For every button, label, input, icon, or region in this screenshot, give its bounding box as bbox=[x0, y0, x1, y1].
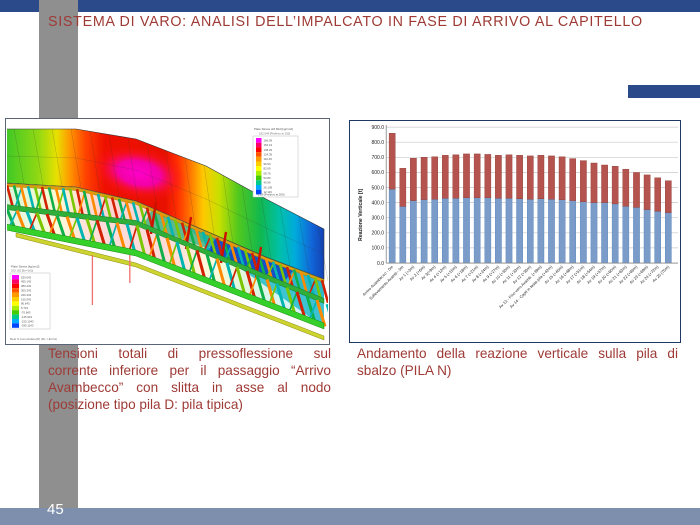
svg-text:26.109: 26.109 bbox=[264, 185, 273, 189]
svg-text:Plate Stress [kg/cm2]: Plate Stress [kg/cm2] bbox=[11, 265, 40, 269]
svg-text:380.243: 380.243 bbox=[21, 284, 32, 288]
svg-text:500.0: 500.0 bbox=[371, 185, 384, 191]
svg-text:-220.1043: -220.1043 bbox=[21, 319, 34, 323]
svg-text:305.343: 305.343 bbox=[21, 289, 32, 293]
svg-text:152.19: 152.19 bbox=[264, 143, 273, 147]
svg-text:600.0: 600.0 bbox=[371, 170, 384, 176]
svg-text:300.0: 300.0 bbox=[371, 216, 384, 222]
svg-text:455.143: 455.143 bbox=[21, 280, 32, 284]
svg-text:530.043: 530.043 bbox=[21, 275, 32, 279]
svg-text:124.39: 124.39 bbox=[264, 153, 273, 157]
svg-text:165.162 [En=162]: 165.162 [En=162] bbox=[11, 269, 33, 273]
svg-text:182.044 [Prelievo at 150]: 182.044 [Prelievo at 150] bbox=[259, 132, 290, 136]
svg-text:400.0: 400.0 bbox=[371, 200, 384, 206]
svg-text:-145.943: -145.943 bbox=[21, 315, 32, 319]
svg-text:40.99: 40.99 bbox=[264, 181, 271, 185]
svg-text:Beal N.Consolidato(M) (BL: Hbt: Beal N.Consolidato(M) (BL: HbtVsl) bbox=[10, 337, 57, 341]
svg-text:Reazione Verticale [t]: Reazione Verticale [t] bbox=[358, 189, 364, 241]
svg-text:5.743: 5.743 bbox=[21, 306, 28, 310]
svg-text:155.543: 155.543 bbox=[21, 297, 32, 301]
svg-text:68.79: 68.79 bbox=[264, 171, 271, 175]
svg-text:200.0: 200.0 bbox=[371, 231, 384, 237]
svg-text:138.29: 138.29 bbox=[264, 148, 273, 152]
svg-text:-70.843: -70.843 bbox=[21, 311, 31, 315]
svg-text:80.643: 80.643 bbox=[21, 302, 30, 306]
svg-text:96.59: 96.59 bbox=[264, 162, 271, 166]
svg-text:82.69: 82.69 bbox=[264, 167, 271, 171]
svg-text:54.89: 54.89 bbox=[264, 176, 271, 180]
svg-text:166.09: 166.09 bbox=[264, 138, 273, 142]
svg-text:0.0: 0.0 bbox=[377, 261, 384, 267]
svg-text:230.443: 230.443 bbox=[21, 293, 32, 297]
svg-text:700.0: 700.0 bbox=[371, 155, 384, 161]
svg-text:110.49: 110.49 bbox=[264, 157, 273, 161]
svg-text:-295.1143: -295.1143 bbox=[21, 324, 34, 328]
svg-text:12.119: 12.119 bbox=[264, 190, 273, 194]
svg-text:900.0: 900.0 bbox=[371, 125, 384, 131]
svg-text:100.0: 100.0 bbox=[371, 246, 384, 252]
svg-text:Plate Stress sM Mid [kg/cm2]: Plate Stress sM Mid [kg/cm2] bbox=[254, 127, 293, 131]
svg-text:800.0: 800.0 bbox=[371, 140, 384, 146]
svg-text:-1.26 [Prelievo at 200]: -1.26 [Prelievo at 200] bbox=[257, 193, 285, 197]
